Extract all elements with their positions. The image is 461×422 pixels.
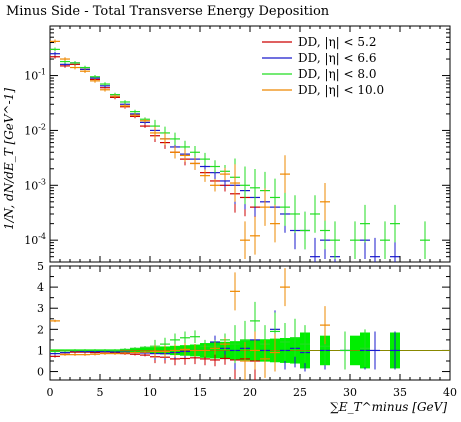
ratio-y-tick-label: 0 — [37, 366, 44, 379]
ratio-y-tick-label: 5 — [37, 260, 44, 273]
x-tick-label: 0 — [47, 386, 54, 399]
x-tick-label: 35 — [393, 386, 407, 399]
legend-entry: DD, |η| < 5.2 — [298, 35, 377, 49]
ratio-y-tick-label: 1 — [37, 344, 44, 357]
y-tick-label: 10-3 — [24, 177, 46, 192]
main-panel: 10-1 10-2 10-3 10-4 — [24, 25, 451, 263]
x-tick-label: 5 — [97, 386, 104, 399]
x-tick-label: 30 — [343, 386, 357, 399]
ratio-y-tick-label: 2 — [37, 323, 44, 336]
x-tick-label: 10 — [143, 386, 157, 399]
x-tick-label: 20 — [243, 386, 257, 399]
legend-entry: DD, |η| < 6.6 — [298, 51, 377, 65]
x-axis-label: ∑E_T^minus [GeV] — [330, 400, 447, 414]
chart-title: Minus Side - Total Transverse Energy Dep… — [6, 4, 330, 19]
ratio-y-tick-label: 4 — [37, 281, 44, 294]
y-tick-label: 10-4 — [24, 232, 46, 247]
main-frame — [49, 25, 451, 263]
y-tick-label: 10-2 — [24, 122, 46, 137]
ratio-panel: 0 5 10 15 20 25 30 35 40 0 1 2 3 4 5 — [37, 26, 457, 399]
legend-entry: DD, |η| < 8.0 — [298, 67, 377, 81]
legend-entry: DD, |η| < 10.0 — [298, 83, 384, 97]
y-tick-label: 10-1 — [24, 68, 46, 83]
x-tick-label: 40 — [443, 386, 457, 399]
x-tick-label: 15 — [193, 386, 207, 399]
x-tick-label: 25 — [293, 386, 307, 399]
legend: DD, |η| < 5.2 DD, |η| < 6.6 DD, |η| < 8.0 D… — [262, 35, 384, 97]
ratio-y-tick-label: 3 — [37, 302, 44, 315]
